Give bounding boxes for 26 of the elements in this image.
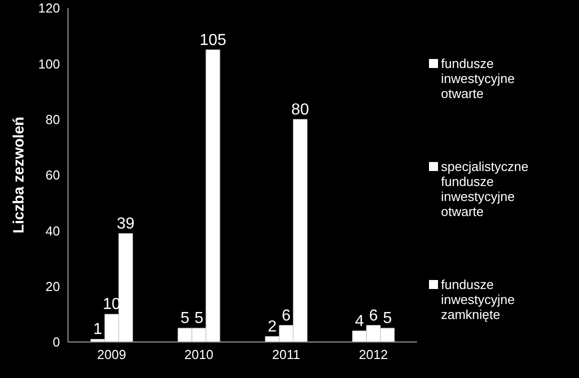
x-tick-label: 2010 [184,347,214,362]
data-label: 6 [282,307,291,324]
y-tick-label: 80 [46,112,60,127]
data-label: 39 [116,215,135,232]
y-tick-label: 0 [52,334,60,350]
y-tick-label: 40 [46,223,60,238]
x-tick-label: 2011 [272,347,300,362]
y-tick-label: 100 [38,56,60,72]
y-tick-label: 20 [46,278,60,294]
data-label: 105 [200,32,226,49]
legend-label: specjalistyczne fundusze inwestycyjne otwarte [441,159,530,219]
data-label: 80 [291,101,310,118]
data-label: 5 [180,310,190,328]
data-label: 6 [368,307,378,324]
y-tick-label: 60 [46,168,60,183]
y-tick-label: 120 [38,0,60,16]
x-tick-label: 2009 [97,347,126,362]
x-tick-label: 2012 [358,347,388,362]
data-label: 4 [354,312,364,330]
legend-label: fundusze inwestycyjne otwarte [441,56,516,101]
data-label: 2 [268,318,277,336]
y-axis-title: Liczba zezwoleń [10,116,28,234]
data-label: 1 [93,321,102,338]
data-label: 5 [382,310,392,328]
data-label: 5 [194,310,204,328]
legend-label: fundusze inwestycyjne zamknięte [441,277,516,322]
